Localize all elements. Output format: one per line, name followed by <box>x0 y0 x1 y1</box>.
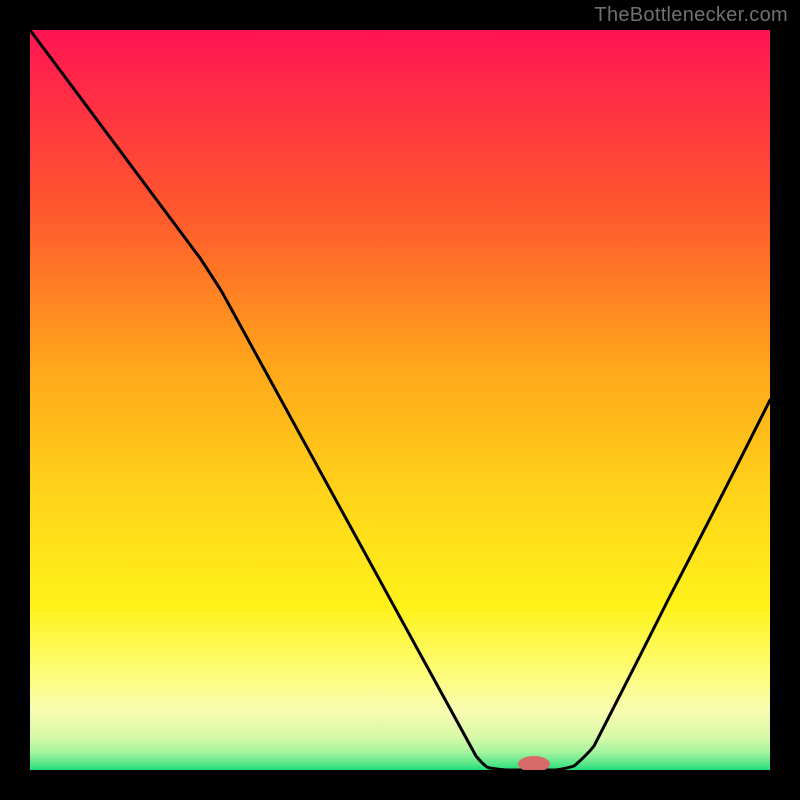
gradient-background <box>30 30 770 770</box>
watermark-text: TheBottlenecker.com <box>594 4 788 27</box>
plot-area <box>30 30 770 770</box>
